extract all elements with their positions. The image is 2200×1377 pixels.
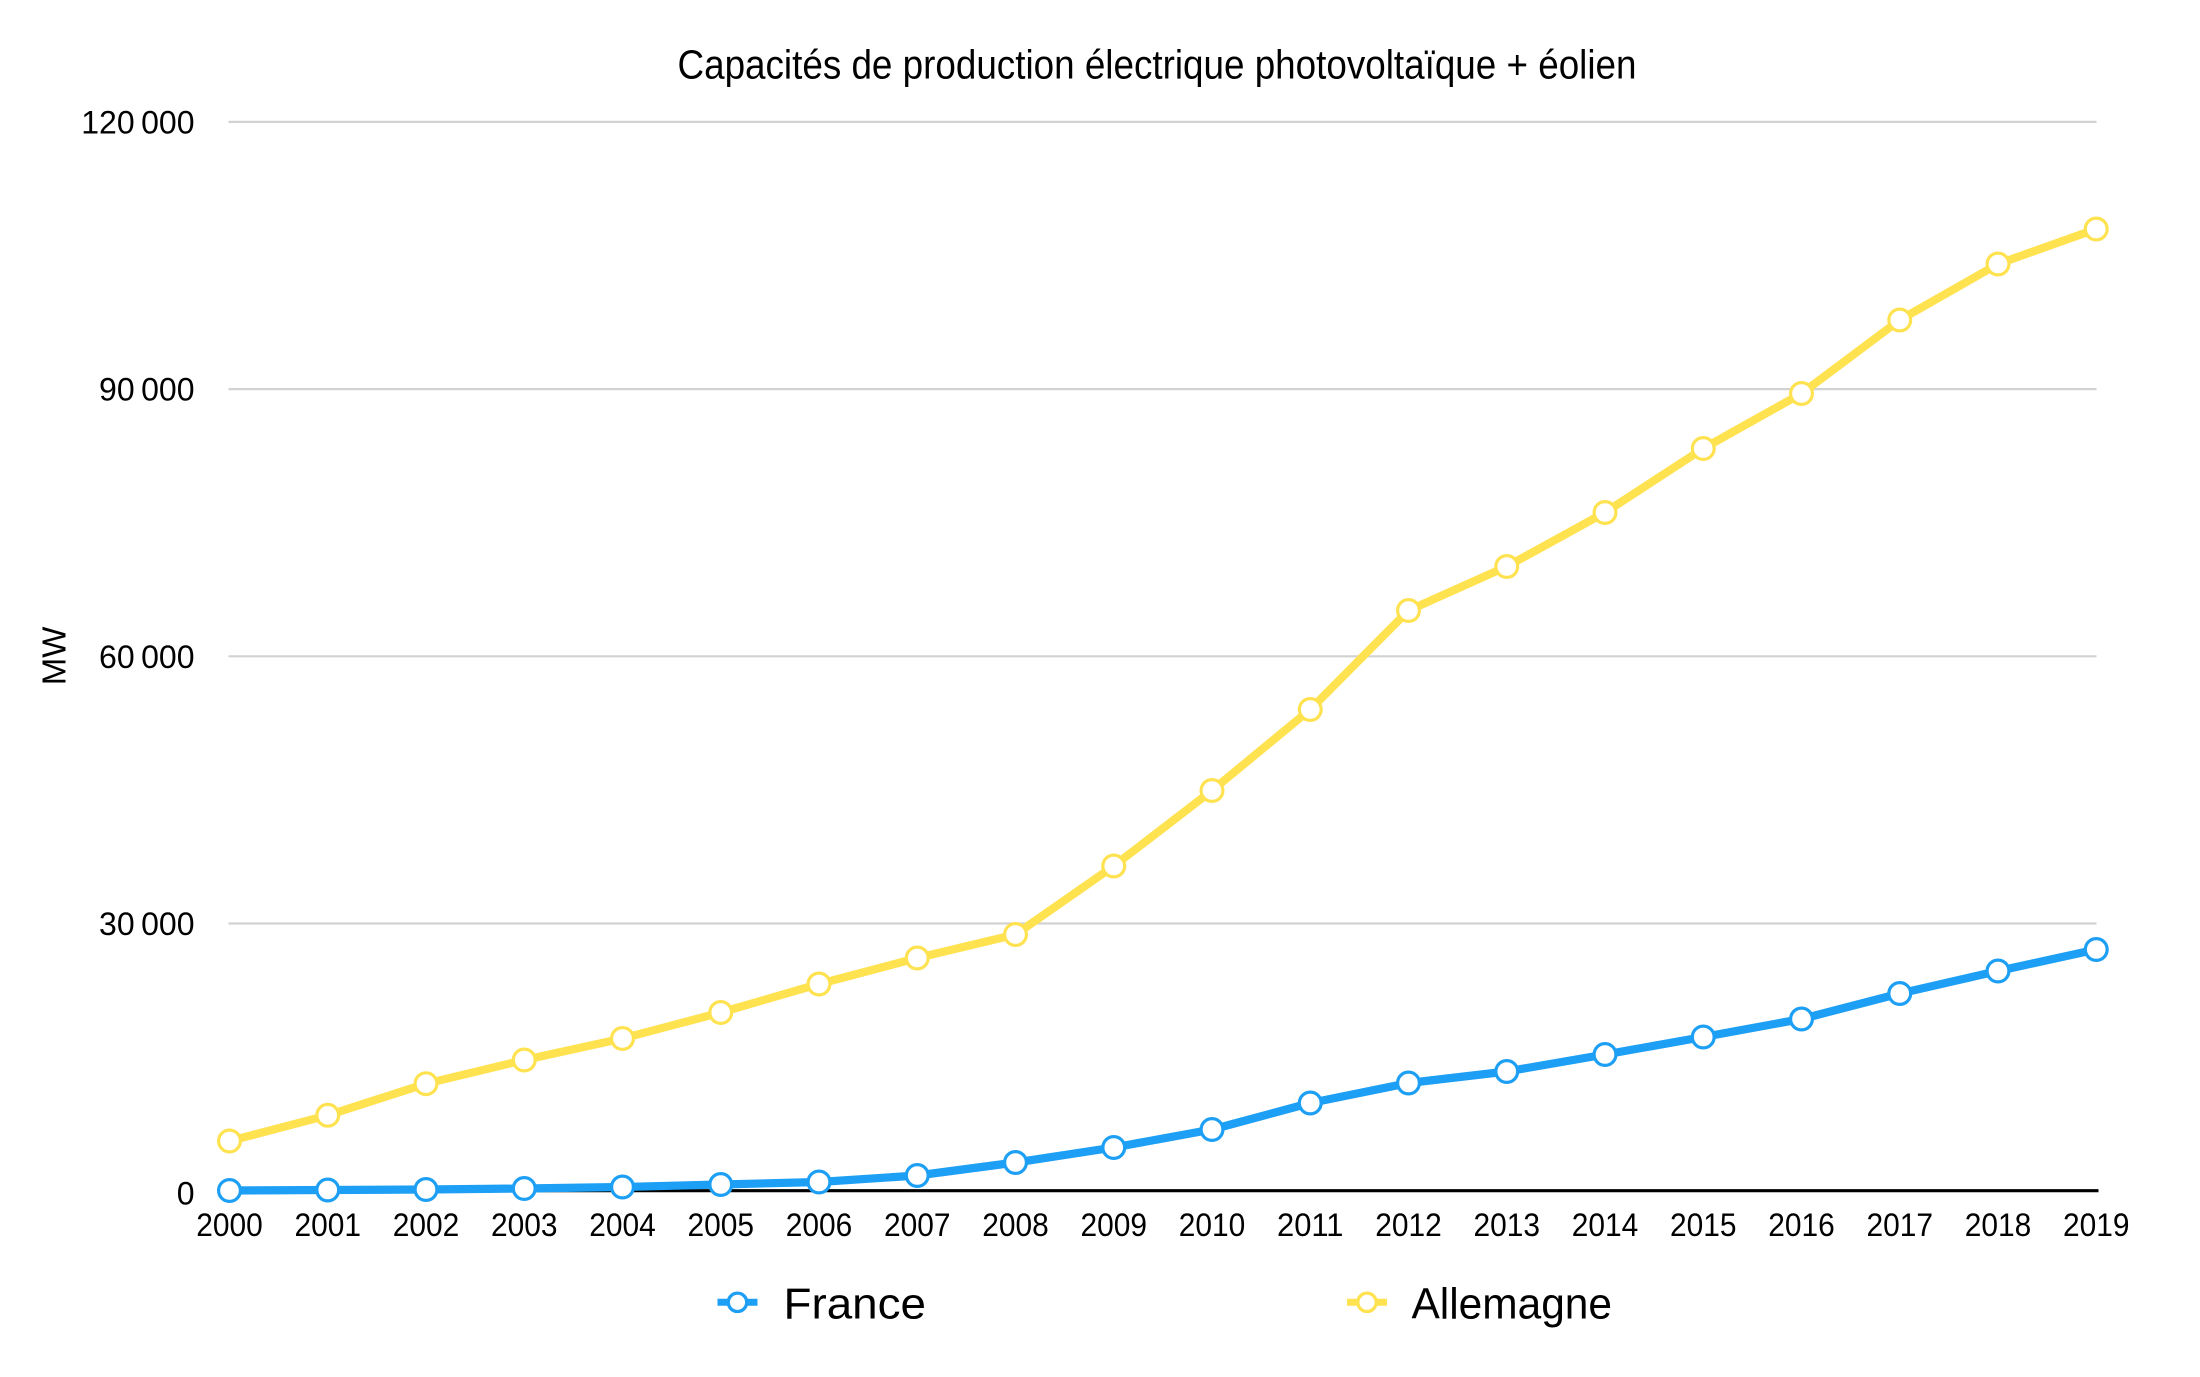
svg-text:Capacités de production électr: Capacités de production électrique photo…	[678, 42, 1637, 88]
svg-text:Allemagne: Allemagne	[1412, 1280, 1613, 1329]
svg-text:000: 000	[141, 372, 194, 408]
svg-text:60: 60	[99, 639, 135, 675]
svg-text:2013: 2013	[1474, 1207, 1541, 1243]
svg-text:2004: 2004	[589, 1207, 656, 1243]
svg-text:2000: 2000	[196, 1207, 263, 1243]
svg-text:90: 90	[99, 372, 135, 408]
svg-text:2006: 2006	[786, 1207, 853, 1243]
svg-text:2019: 2019	[2063, 1207, 2130, 1243]
svg-text:2007: 2007	[884, 1207, 951, 1243]
svg-text:2015: 2015	[1670, 1207, 1737, 1243]
svg-text:2005: 2005	[688, 1207, 755, 1243]
svg-text:0: 0	[177, 1176, 195, 1212]
svg-text:30: 30	[99, 906, 135, 942]
svg-text:120: 120	[81, 104, 134, 140]
svg-text:2011: 2011	[1277, 1207, 1344, 1243]
svg-text:2014: 2014	[1572, 1207, 1639, 1243]
svg-text:2008: 2008	[982, 1207, 1049, 1243]
svg-text:000: 000	[141, 639, 194, 675]
svg-text:2017: 2017	[1867, 1207, 1934, 1243]
svg-text:2010: 2010	[1179, 1207, 1246, 1243]
svg-text:2003: 2003	[491, 1207, 558, 1243]
svg-text:2001: 2001	[295, 1207, 362, 1243]
svg-text:2002: 2002	[393, 1207, 460, 1243]
svg-text:France: France	[784, 1280, 927, 1329]
svg-text:000: 000	[141, 104, 194, 140]
svg-text:2018: 2018	[1965, 1207, 2032, 1243]
svg-text:2012: 2012	[1375, 1207, 1442, 1243]
svg-text:MW: MW	[35, 626, 72, 685]
svg-text:000: 000	[141, 906, 194, 942]
svg-text:2016: 2016	[1768, 1207, 1835, 1243]
svg-text:2009: 2009	[1081, 1207, 1148, 1243]
